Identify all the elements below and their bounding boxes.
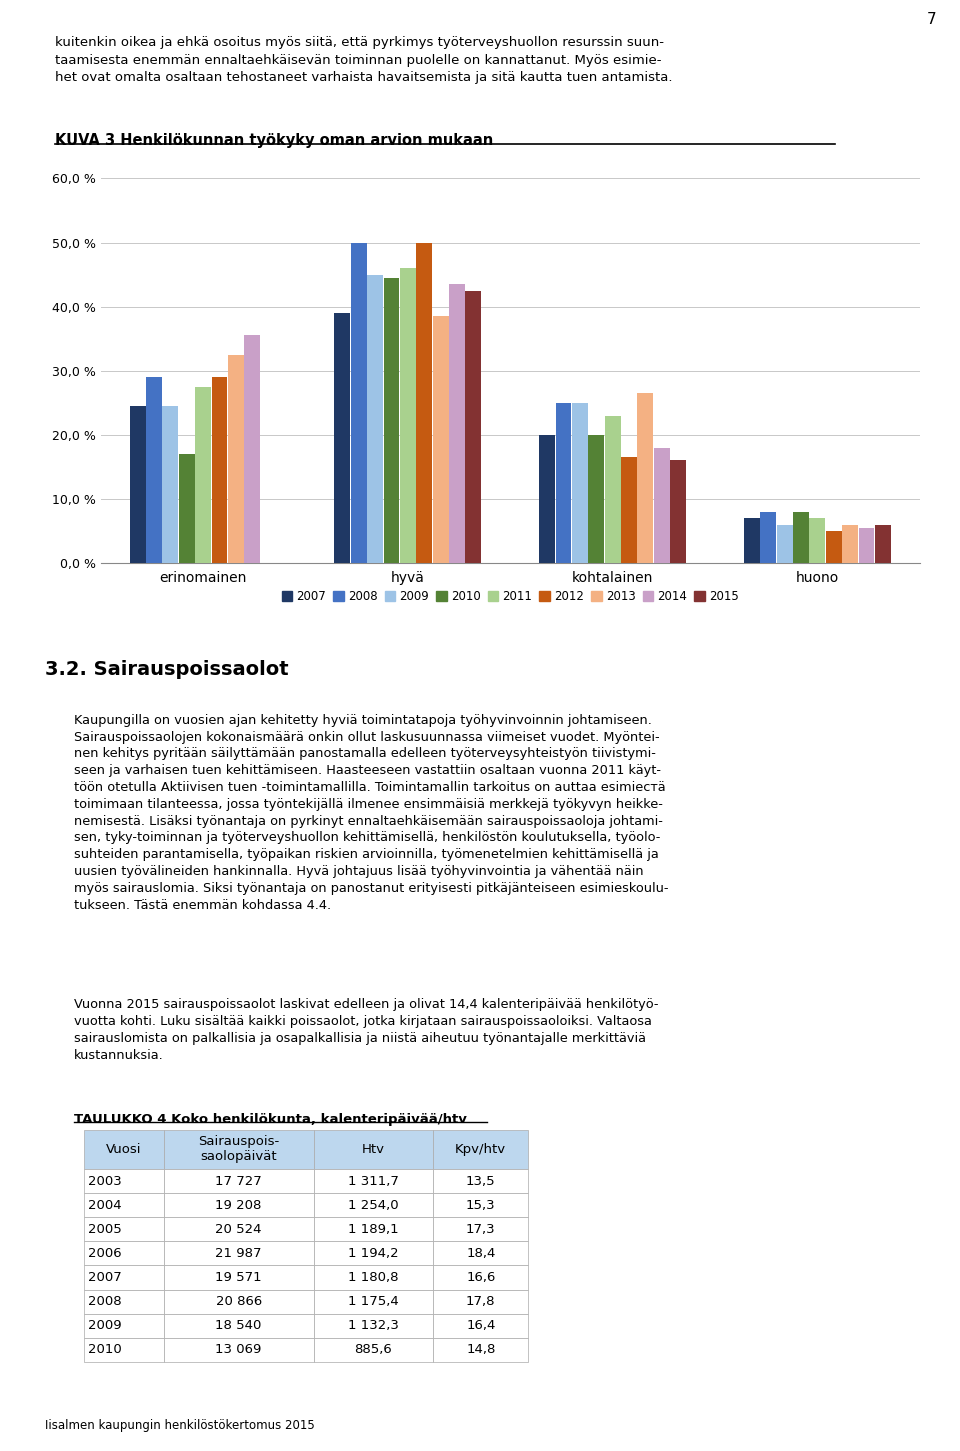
Text: TAULUKKO 4 Koko henkilökunta, kalenteripäivää/htv: TAULUKKO 4 Koko henkilökunta, kalenterip… [74,1113,467,1126]
Bar [637,393,654,563]
Bar [842,525,858,563]
Bar [334,313,350,563]
Bar [195,387,211,563]
Bar [466,290,481,563]
Bar [621,457,636,563]
Bar [556,403,571,563]
Bar [654,447,670,563]
Bar [793,512,809,563]
Bar [809,518,826,563]
Bar [449,284,465,563]
Bar [350,242,367,563]
Bar [130,406,146,563]
Text: Iisalmen kaupungin henkilöstökertomus 2015: Iisalmen kaupungin henkilöstökertomus 20… [45,1419,315,1432]
Text: KUVA 3 Henkilökunnan työkyky oman arvion mukaan: KUVA 3 Henkilökunnan työkyky oman arvion… [55,133,493,148]
Bar [744,518,759,563]
Text: 7: 7 [926,12,936,26]
Text: 3.2. Sairauspoissaolot: 3.2. Sairauspoissaolot [45,660,289,679]
Text: Kaupungilla on vuosien ajan kehitetty hyviä toimintatapoja työhyvinvoinnin johta: Kaupungilla on vuosien ajan kehitetty hy… [74,714,668,911]
Text: kuitenkin oikea ja ehkä osoitus myös siitä, että pyrkimys työterveyshuollon resu: kuitenkin oikea ja ehkä osoitus myös sii… [55,36,672,84]
Bar [211,377,228,563]
Bar [179,454,195,563]
Bar [588,435,604,563]
Legend: 2007, 2008, 2009, 2010, 2011, 2012, 2013, 2014, 2015: 2007, 2008, 2009, 2010, 2011, 2012, 2013… [281,591,739,602]
Bar [433,316,448,563]
Bar [540,435,555,563]
Bar [826,531,842,563]
Bar [146,377,162,563]
Bar [417,242,432,563]
Bar [245,335,260,563]
Bar [400,268,416,563]
Bar [228,354,244,563]
Bar [572,403,588,563]
Bar [384,277,399,563]
Bar [605,415,620,563]
Bar [367,274,383,563]
Bar [875,525,891,563]
Bar [670,460,686,563]
Bar [760,512,776,563]
Text: Vuonna 2015 sairauspoissaolot laskivat edelleen ja olivat 14,4 kalenteripäivää h: Vuonna 2015 sairauspoissaolot laskivat e… [74,998,659,1062]
Bar [858,528,875,563]
Bar [777,525,793,563]
Bar [162,406,179,563]
